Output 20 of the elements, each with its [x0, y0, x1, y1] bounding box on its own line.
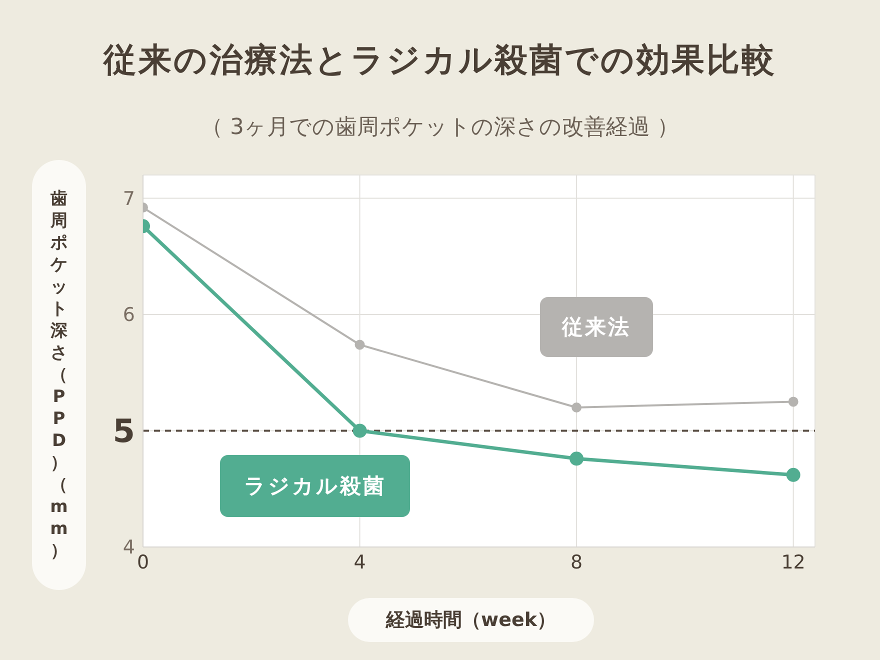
point [788, 396, 798, 407]
point [570, 452, 584, 466]
y-tick-label: 4 [122, 536, 135, 559]
point [572, 402, 582, 412]
x-tick-label: 8 [570, 551, 583, 574]
chart-title: 従来の治療法とラジカル殺菌での効果比較 [102, 39, 778, 81]
x-tick-label: 4 [354, 551, 366, 574]
y-tick-label: 7 [122, 188, 135, 210]
series-label: ラジカル殺菌 [220, 455, 410, 517]
text: 従来法 [540, 297, 653, 357]
x-tick-label: 0 [136, 551, 150, 574]
x-axis-title: 経過時間（week） [348, 598, 594, 642]
point [786, 468, 800, 482]
ref-line-label: 5 [112, 412, 135, 450]
point [352, 424, 367, 438]
x-tick-label: 12 [781, 551, 806, 574]
y-tick-label: 6 [122, 304, 135, 326]
point [354, 340, 365, 350]
chart-subtitle: （ 3ヶ月での歯周ポケットの深さの改善経過 ） [200, 114, 680, 142]
text: 歯周ポケット深さ（PPD）（mm） [50, 189, 68, 561]
